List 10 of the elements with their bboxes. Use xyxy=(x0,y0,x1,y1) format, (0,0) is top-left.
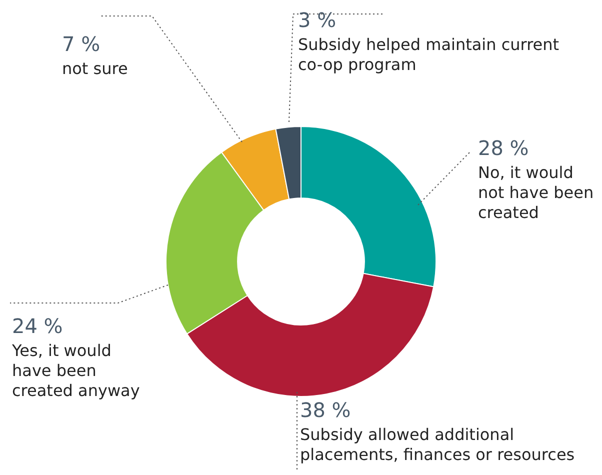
slice-label: Yes, it would have been created anyway xyxy=(11,341,140,400)
slice-label: No, it would not have been created xyxy=(478,163,594,222)
data-label: 7 % xyxy=(62,32,100,56)
data-label: 24 % xyxy=(12,314,63,338)
slice-label: not sure xyxy=(62,59,128,78)
data-label: 3 % xyxy=(298,8,336,32)
slice-label: Subsidy allowed additional placements, finances or resources xyxy=(300,425,575,464)
data-label: 28 % xyxy=(478,136,529,160)
slice-label: Subsidy helped maintain current co-op program xyxy=(298,35,560,74)
data-label: 38 % xyxy=(300,398,351,422)
